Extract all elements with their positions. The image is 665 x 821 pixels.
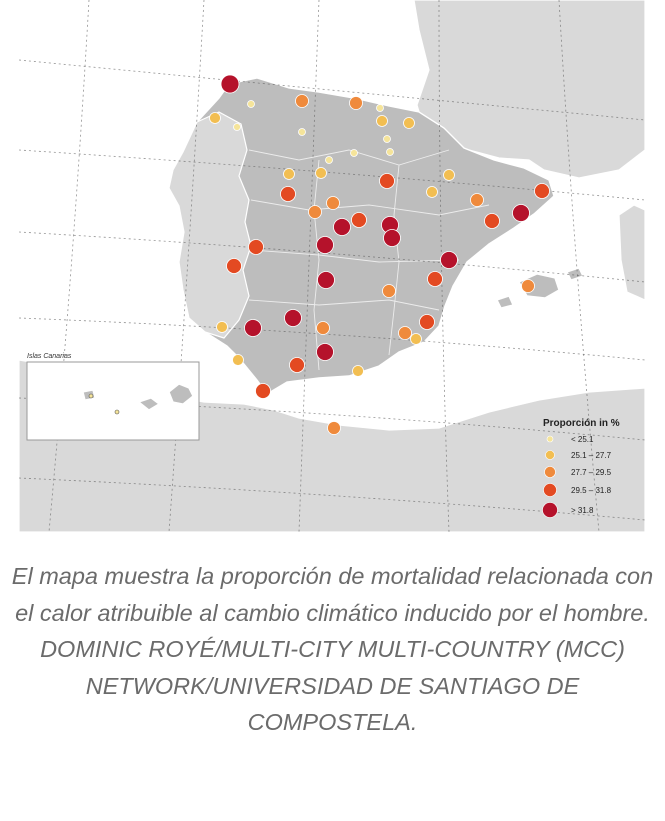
point-salamanca (280, 186, 296, 202)
point-cartagena (398, 326, 412, 340)
canary-islands-inset: Islas Canarias (26, 353, 200, 441)
point-leon (298, 128, 306, 136)
point-a-coruna (220, 74, 240, 94)
portugal-landmass (168, 111, 252, 339)
point-huelva-north (216, 321, 228, 333)
point-palencia (325, 156, 333, 164)
point-bilbao (376, 104, 384, 112)
inset-title: Islas Canarias (27, 353, 72, 360)
point-ciudad-real (317, 271, 335, 289)
point-huelva (232, 354, 244, 366)
point-logrono (386, 148, 394, 156)
legend-swatch-5 (542, 502, 558, 518)
legend-swatch-3 (544, 466, 556, 478)
point-las-palmas (88, 393, 94, 399)
point-cadiz (255, 383, 271, 399)
point-jaen (316, 321, 330, 335)
point-tarragona (484, 213, 500, 229)
legend-label-1: < 25.1 (571, 435, 594, 444)
legend-title: Proporción in % (543, 418, 620, 429)
point-almeria (352, 365, 364, 377)
legend-swatch-4 (543, 483, 557, 497)
legend-label-3: 27.7 – 29.5 (571, 468, 612, 477)
point-albacete (382, 284, 396, 298)
point-vitoria (383, 135, 391, 143)
point-lleida (470, 193, 484, 207)
point-avila (308, 205, 322, 219)
point-murcia (410, 333, 422, 345)
point-valladolid (315, 167, 327, 179)
point-badajoz (226, 258, 242, 274)
point-pamplona (403, 117, 415, 129)
figure-caption: El mapa muestra la proporción de mortali… (11, 563, 654, 735)
point-caceres (248, 239, 264, 255)
point-cuenca (383, 229, 401, 247)
point-palma (521, 279, 535, 293)
canary-island-center (137, 397, 161, 411)
region-boundaries (248, 149, 490, 371)
canary-island-east (168, 383, 194, 405)
point-segovia (326, 196, 340, 210)
legend-label-2: 25.1 – 27.7 (571, 451, 612, 460)
point-valencia (427, 271, 443, 287)
point-melilla (327, 421, 341, 435)
point-girona (534, 183, 550, 199)
mortality-map: Islas Canarias (19, 0, 645, 532)
point-toledo (316, 236, 334, 254)
map-canvas: Islas Canarias (19, 0, 645, 532)
legend-label-5: > 31.8 (571, 506, 594, 515)
point-santander (349, 96, 363, 110)
point-castellon (440, 251, 458, 269)
point-pontevedra (209, 112, 221, 124)
city-points (209, 74, 550, 435)
point-ourense (233, 123, 241, 131)
point-zaragoza (426, 186, 438, 198)
legend-swatch-2 (545, 450, 555, 460)
point-tenerife (114, 409, 120, 415)
ibiza-island (496, 295, 514, 309)
france-landmass (413, 0, 645, 179)
point-burgos (350, 149, 358, 157)
point-soria (379, 173, 395, 189)
point-cordoba (284, 309, 302, 327)
point-guadalajara (351, 212, 367, 228)
legend-swatch-1 (546, 435, 554, 443)
point-alicante (419, 314, 435, 330)
legend-label-4: 29.5 – 31.8 (571, 486, 612, 495)
point-sevilla (244, 319, 262, 337)
point-madrid (333, 218, 351, 236)
graticule (19, 0, 645, 532)
point-malaga (289, 357, 305, 373)
point-lugo (247, 100, 255, 108)
point-zamora (283, 168, 295, 180)
point-oviedo (295, 94, 309, 108)
point-san-sebastian (376, 115, 388, 127)
point-huesca (443, 169, 455, 181)
map-legend: Proporción in % < 25.1 25.1 – 27.7 27.7 … (542, 418, 620, 518)
point-barcelona (512, 204, 530, 222)
inset-frame (26, 361, 200, 441)
italy-islands (618, 204, 645, 301)
point-granada (316, 343, 334, 361)
